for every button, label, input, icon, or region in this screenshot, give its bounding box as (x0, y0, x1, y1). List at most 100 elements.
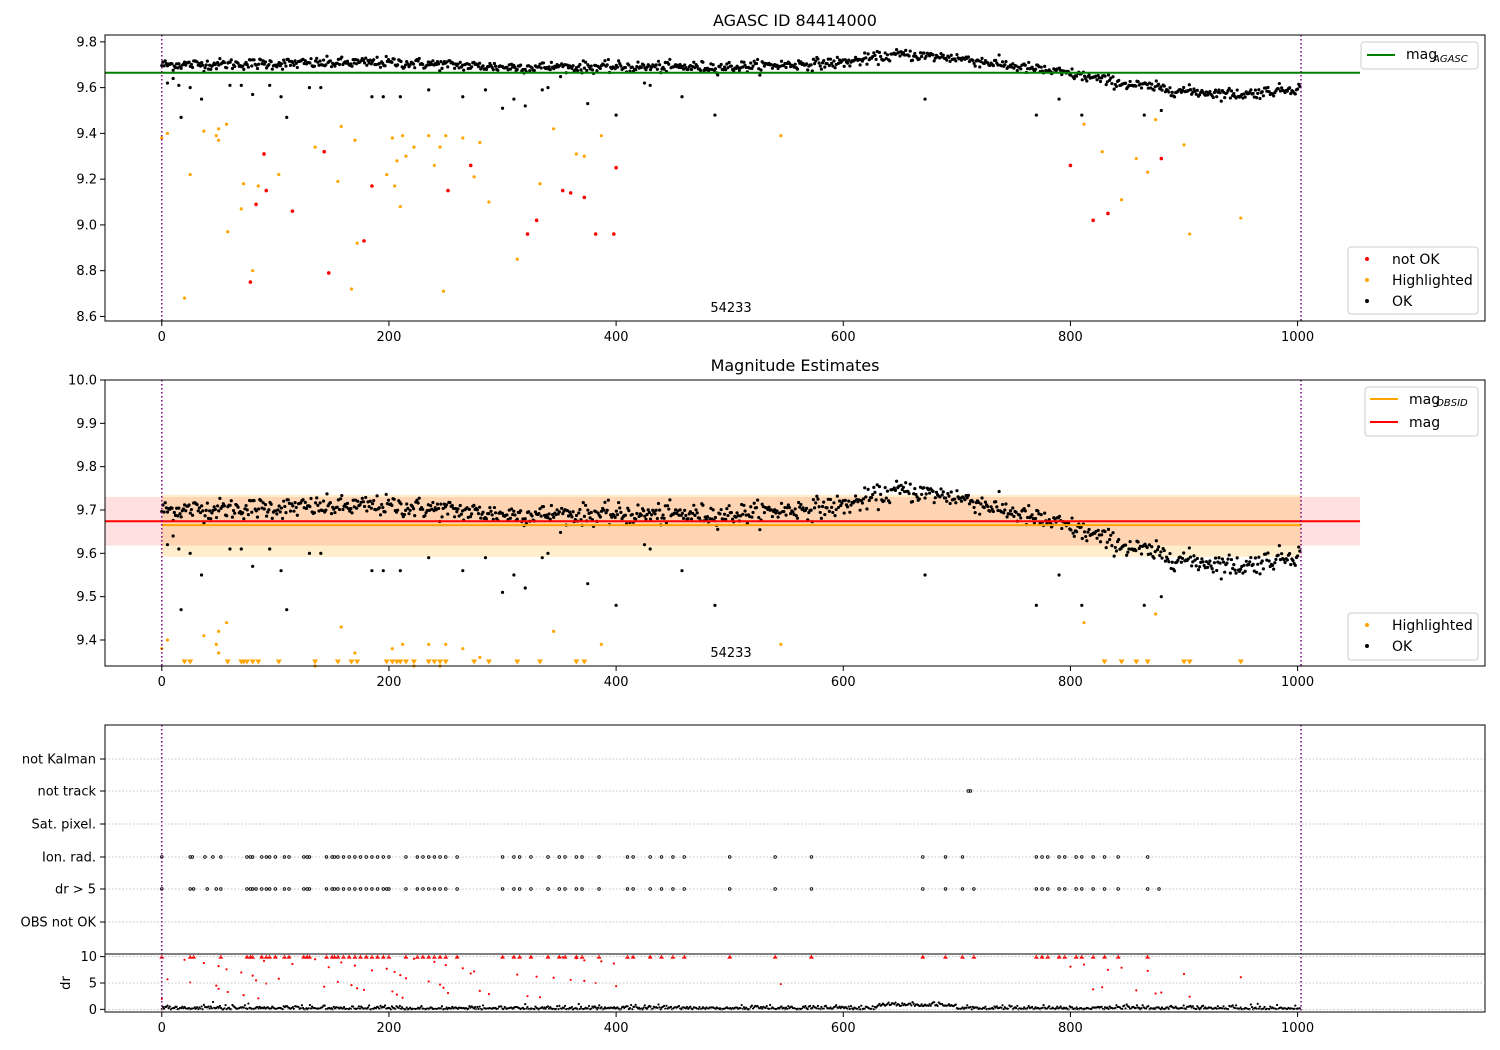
p2-ok-point (1182, 551, 1186, 555)
p2-ok-point (1163, 559, 1168, 563)
flag-marker (1145, 855, 1150, 859)
flag-marker (557, 855, 562, 859)
p1-ok-point (1253, 88, 1258, 92)
p2-ok-point (1111, 531, 1115, 535)
p1-ok-point (521, 67, 525, 72)
p1-ok-point (634, 67, 638, 72)
dr-point (166, 1004, 169, 1007)
p1-ok-point (711, 63, 715, 67)
p1-ok-point (291, 60, 295, 65)
p1-ok-point (713, 67, 718, 71)
dr-point (769, 1003, 772, 1007)
dr-point (739, 1007, 742, 1010)
p1-ok-point (325, 54, 329, 58)
p2-clipped-marker (389, 659, 396, 665)
flag-marker (358, 887, 363, 891)
dr-clipped-marker (420, 954, 426, 959)
p1-ok-point (1227, 86, 1231, 91)
p1-ok-point (904, 48, 908, 52)
p2-ok-point (190, 513, 195, 517)
dr-point (379, 1004, 382, 1007)
p1-highlighted-point (393, 184, 397, 188)
dr-point (848, 1007, 851, 1011)
flag-marker (432, 887, 437, 891)
p2-ok-point (239, 547, 243, 551)
p1-ok-point (241, 64, 245, 68)
p2-ok-point (872, 485, 876, 489)
dr-point (1100, 1005, 1103, 1008)
flag-marker (580, 887, 584, 891)
dr-outlier-point (516, 973, 519, 976)
dr-point (300, 1004, 304, 1007)
p1-highlighted-point (385, 172, 389, 177)
p2-ok-point (623, 513, 628, 517)
p2-ok-point (216, 504, 220, 508)
flag-marker (512, 887, 516, 891)
flag-marker (1040, 855, 1044, 859)
p2-ok-point (406, 506, 410, 511)
dr-clipped-marker (1039, 954, 1045, 959)
flag-marker (219, 887, 223, 891)
dr-outlier-point (166, 978, 169, 981)
p2-ytick-label-9.7: 9.7 (76, 504, 97, 519)
dr-outlier-point (202, 961, 205, 965)
p1-ok-point (250, 64, 254, 68)
p1-ok-point (505, 65, 509, 69)
p1-ok-point (650, 65, 654, 69)
p1-ok-point (810, 69, 814, 73)
flag-marker (260, 887, 264, 891)
dr-point (209, 1005, 212, 1008)
dr-point (630, 1003, 633, 1007)
dr-point (476, 1005, 479, 1009)
dr-point (1269, 1005, 1272, 1008)
p2-ok-point (820, 504, 825, 509)
dr-point (1263, 1005, 1266, 1009)
dr-outlier-point (535, 975, 538, 978)
p1-ok-point (491, 68, 495, 72)
dr-point (246, 1007, 249, 1010)
p2-ok-point (684, 513, 688, 518)
p2-ok-point (1086, 530, 1090, 534)
p2-ok-point (757, 515, 761, 520)
p2-ok-point (982, 505, 986, 510)
flag-marker (264, 855, 268, 859)
p2-ok-point (294, 505, 298, 510)
p2-ok-point (515, 517, 519, 521)
p2-ok-point (1241, 571, 1245, 575)
p1-ok-point (1156, 82, 1161, 86)
p2-ok-point (275, 512, 279, 516)
p2-ok-point (779, 501, 784, 506)
dr-point (649, 1005, 652, 1008)
p2-ok-point (769, 508, 773, 512)
dr-point (167, 1007, 170, 1010)
p2-ok-point (1246, 562, 1251, 567)
p2-ok-point (719, 507, 723, 512)
flag-marker (682, 887, 686, 891)
flag-marker (727, 887, 732, 891)
flag-marker (671, 855, 675, 859)
dr-point (656, 1006, 659, 1009)
dr-point (175, 1005, 178, 1009)
p2-ok-point (724, 517, 728, 521)
p1-ok-point (614, 113, 618, 117)
p2-ok-point (197, 506, 201, 510)
p2-ok-point (794, 514, 798, 518)
dr-point (659, 1008, 662, 1011)
p2-ok-point (745, 521, 749, 525)
p1-ok-point (1219, 99, 1223, 103)
flag-marker (432, 855, 437, 859)
p2-ok-point (845, 505, 850, 509)
p1-ok-point (171, 68, 175, 72)
p2-ok-point (284, 510, 288, 515)
dr-point (765, 1005, 768, 1008)
p1-ytick-label-8.8: 8.8 (76, 264, 97, 279)
p1-ok-point (877, 50, 882, 55)
p1-ok-point (799, 60, 803, 64)
p2-ok-point (1207, 562, 1211, 566)
p1-ok-point (1095, 78, 1099, 82)
p2-ok-point (644, 517, 648, 521)
flag-marker (529, 855, 533, 859)
p2-xtick-label-800: 800 (1058, 675, 1083, 690)
flag-marker (671, 887, 675, 891)
p2-ok-point (279, 569, 283, 573)
